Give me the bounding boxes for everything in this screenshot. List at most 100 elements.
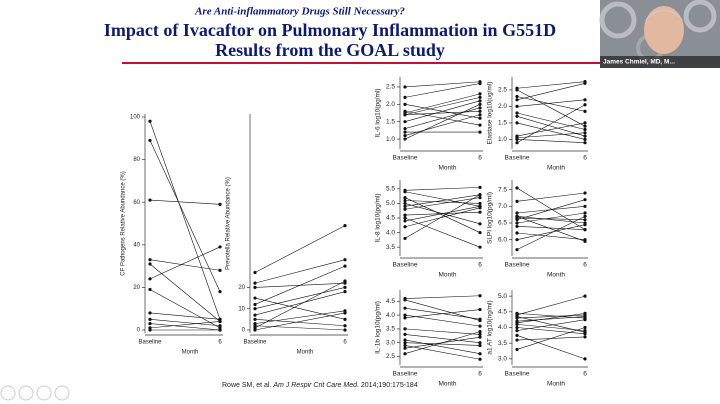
point [583,191,587,195]
point [478,92,482,96]
point [253,285,257,289]
subject-line [404,309,481,319]
point [583,214,587,218]
point [343,224,347,228]
subject-line [404,339,481,355]
x-tick-label: Baseline [393,155,418,162]
point [403,204,407,208]
point [583,228,587,232]
point [343,311,347,315]
point [403,341,407,345]
y-tick-label: 4.0 [386,229,395,236]
x-axis-label: Month [547,165,565,172]
y-tick-label: 5.0 [498,293,507,300]
point [403,313,407,317]
point [403,236,407,241]
point [148,262,152,266]
subject-line [516,96,586,112]
subject-line [254,225,346,273]
point [478,294,482,298]
subject-line [516,217,586,220]
point [478,230,482,235]
y-tick-label: 4.5 [386,215,395,222]
point [403,346,407,350]
point [478,195,482,200]
point [515,322,519,326]
y-tick-label: 0 [137,328,141,334]
point [478,210,482,214]
subject-line [516,232,586,240]
y-tick-label: 4.0 [498,324,507,331]
point [403,225,407,229]
prev-button[interactable] [0,385,16,401]
next-button[interactable] [18,385,34,401]
point [403,133,407,138]
point [583,314,587,319]
subject-line [404,328,481,335]
subject-line [516,132,586,139]
x-tick-label: 6 [583,262,587,269]
y-tick-label: 60 [133,200,140,206]
subject-line [149,259,221,271]
subject-line [149,321,221,329]
slide-title: Results from the GOAL study [215,40,445,60]
subject-line [149,319,221,327]
point [583,325,587,330]
x-axis-label: Month [547,272,565,279]
y-axis-label: CF Pathogens Relative Abundance (%) [121,171,127,275]
point [148,287,152,292]
point [148,258,152,262]
point [253,313,257,317]
panel: 3.5 4.0 4.5 5.0 5.5 Baseline 6 Month IL-8 log10(… [375,180,483,279]
point [478,116,482,120]
point [583,332,587,336]
subject-line [516,316,586,322]
point [403,216,407,220]
subject-line [516,99,586,107]
point [403,195,407,200]
point [583,218,587,222]
point [583,294,587,298]
panel: 3.0 3.5 4.0 4.5 5.0 Baseline 6 Month a1 AT log10… [487,290,588,388]
hair [644,10,684,22]
x-tick-label: Baseline [138,340,162,346]
participant-name: James Chmiel, MD, M... [603,59,675,66]
point [515,88,519,92]
subject-line [149,121,221,320]
x-tick-label: Baseline [393,262,418,269]
point [478,332,482,336]
subject-line [404,81,481,88]
y-tick-label: 1.0 [498,136,507,143]
subject-line [254,319,346,327]
point [583,329,587,333]
point [478,201,482,206]
point [515,199,519,203]
point [343,258,347,262]
point [515,338,519,342]
point [583,223,587,227]
point [403,137,407,141]
y-tick-label: 5.0 [386,200,395,207]
subject-line [404,187,481,191]
panel: 1.0 1.5 2.0 2.5 Baseline 6 Month Elastase log10… [487,77,588,172]
x-tick-label: Baseline [505,155,530,162]
menu-button[interactable] [36,385,52,401]
point [583,357,587,361]
point [403,332,407,336]
point [583,311,587,315]
point [583,81,587,85]
point [343,324,347,328]
subject-line [516,216,586,242]
point [478,109,482,113]
y-tick-label: 4.0 [386,312,395,319]
point [583,103,587,107]
subject-line [516,327,586,350]
y-tick-label: 2.5 [498,87,507,94]
point [583,335,587,339]
point [148,198,152,202]
point [515,114,519,118]
point [515,329,519,333]
face [644,6,684,54]
point [583,127,587,132]
pen-button[interactable] [54,385,70,401]
